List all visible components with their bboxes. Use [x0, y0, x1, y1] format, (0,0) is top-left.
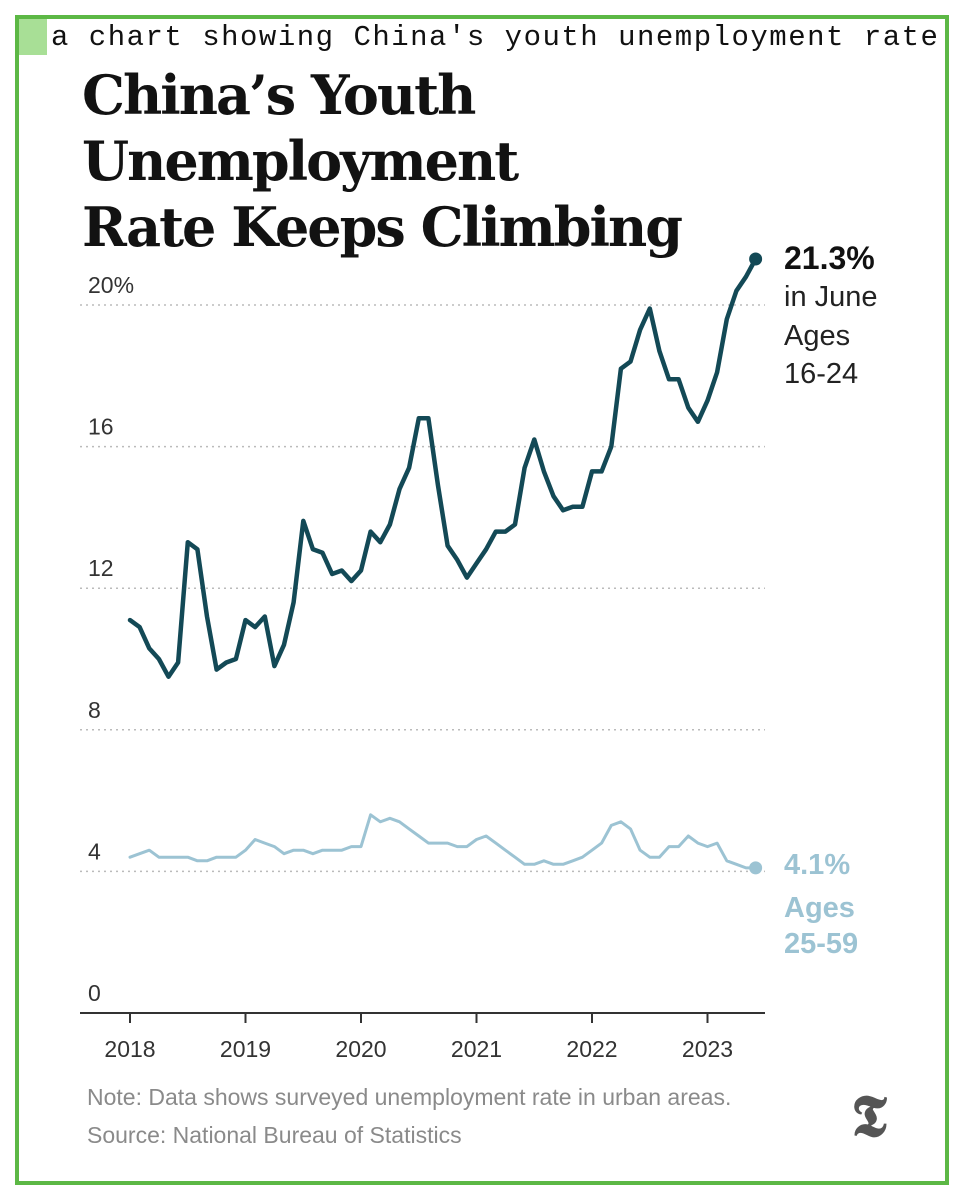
series-lines — [127, 252, 763, 875]
chart-title: China’s Youth Unemployment Rate Keeps Cl… — [82, 62, 882, 260]
x-tick-label: 2021 — [451, 1036, 502, 1062]
y-tick-label: 20% — [88, 272, 134, 298]
end-annotations: 21.3% in June Ages 16-24 4.1% Ages 25-59 — [784, 240, 878, 960]
image-caption: a chart showing China's youth unemployme… — [51, 20, 940, 54]
annotation-adult-ages-range: 25-59 — [784, 928, 858, 960]
chart-title-line-2: Rate Keeps Climbing — [82, 195, 683, 259]
x-tick-label: 2020 — [335, 1036, 386, 1062]
x-tick-label: 2018 — [104, 1036, 155, 1062]
y-axis-ticks: 20% 16 12 8 4 0 — [88, 272, 134, 1006]
y-tick-label: 12 — [88, 555, 114, 581]
series-line-adult — [128, 813, 758, 870]
image-border — [15, 15, 949, 1185]
annotation-youth-value: 21.3% — [784, 240, 875, 276]
gridlines — [80, 304, 765, 873]
x-axis: 2018 2019 2020 2021 2022 2023 — [80, 1012, 765, 1062]
annotation-youth-ages-label: Ages — [784, 320, 850, 352]
endpoint-adult — [749, 861, 763, 875]
y-tick-label: 8 — [88, 697, 101, 723]
chart-source: Source: National Bureau of Statistics — [87, 1122, 462, 1148]
caption-bar: a chart showing China's youth unemployme… — [19, 19, 945, 55]
series-line-youth — [127, 256, 758, 679]
annotation-youth-ages-range: 16-24 — [784, 358, 858, 390]
caption-highlight — [19, 19, 47, 55]
x-tick-label: 2022 — [566, 1036, 617, 1062]
y-tick-label: 0 — [88, 980, 101, 1006]
chart-title-line-1: China’s Youth Unemployment — [82, 63, 519, 193]
x-tick-label: 2019 — [220, 1036, 271, 1062]
endpoint-youth — [749, 252, 763, 266]
x-tick-label: 2023 — [682, 1036, 733, 1062]
y-tick-label: 16 — [88, 414, 114, 440]
annotation-adult-ages-label: Ages — [784, 892, 855, 924]
nyt-logo-icon: 𝕿 — [851, 1082, 887, 1150]
y-tick-label: 4 — [88, 838, 101, 864]
chart-note: Note: Data shows surveyed unemployment r… — [87, 1084, 732, 1110]
annotation-adult-value: 4.1% — [784, 849, 850, 881]
annotation-youth-month: in June — [784, 281, 878, 313]
